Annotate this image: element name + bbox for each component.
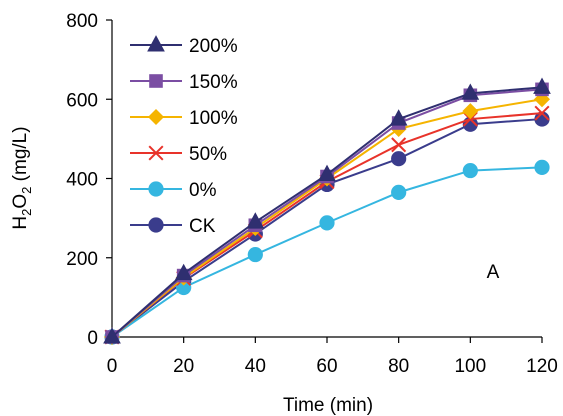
x-tick-label: 120 xyxy=(526,356,558,377)
legend-label: 200% xyxy=(189,36,238,57)
data-point xyxy=(148,181,164,197)
y-axis-title-sub1: 2 xyxy=(19,209,34,216)
y-tick-label: 600 xyxy=(66,90,98,111)
legend: 200% 150% 100% 50% 0% CK xyxy=(130,35,238,237)
x-tick-label: 60 xyxy=(316,356,337,377)
data-point xyxy=(246,212,265,229)
data-point-stroke xyxy=(391,137,407,153)
y-axis-title-unit: (mg/L) xyxy=(10,126,31,186)
x-tick-label: 20 xyxy=(173,356,194,377)
data-point xyxy=(148,217,164,233)
data-point xyxy=(534,159,550,176)
data-point xyxy=(391,137,407,153)
series-150-pct xyxy=(105,82,549,344)
data-point xyxy=(103,327,121,344)
y-axis-title-base: H xyxy=(10,216,31,230)
legend-label: 0% xyxy=(189,180,217,201)
data-point xyxy=(462,162,478,179)
series-line xyxy=(111,166,543,338)
data-point xyxy=(319,215,335,231)
data-point xyxy=(148,145,164,161)
y-axis-title: H2O2 (mg/L) xyxy=(10,126,34,229)
x-axis-title: Time (min) xyxy=(283,395,373,416)
x-tick-label: 100 xyxy=(454,356,486,377)
data-point xyxy=(461,83,480,100)
data-point xyxy=(391,184,407,200)
x-tick-label: 80 xyxy=(388,356,409,377)
legend-item: 50% xyxy=(130,144,227,165)
series-200-pct xyxy=(103,77,551,344)
data-point-stroke xyxy=(534,105,550,121)
data-point xyxy=(533,77,551,94)
legend-label: 50% xyxy=(189,144,227,165)
x-tick-label: 0 xyxy=(107,356,118,377)
y-tick-label: 200 xyxy=(66,249,98,270)
legend-label: 100% xyxy=(189,108,238,129)
legend-item: 0% xyxy=(130,180,217,201)
data-point xyxy=(462,103,479,120)
data-point xyxy=(389,109,408,126)
y-tick-label: 0 xyxy=(87,328,98,349)
legend-item: 200% xyxy=(130,35,238,57)
axes: 0 200 400 600 800 0 20 40 60 80 100 120 xyxy=(66,11,558,377)
legend-item: CK xyxy=(130,216,216,237)
x-tick-label: 40 xyxy=(245,356,266,377)
legend-item: 150% xyxy=(130,72,238,93)
panel-label: A xyxy=(487,262,500,283)
data-point xyxy=(318,164,336,182)
data-point xyxy=(247,246,263,263)
y-axis-title-sub2: 2 xyxy=(19,187,34,194)
data-point xyxy=(148,109,164,125)
y-tick-label: 800 xyxy=(66,11,98,32)
data-point xyxy=(149,74,163,88)
data-point xyxy=(534,111,550,127)
data-point xyxy=(176,279,192,296)
y-axis-title-mid: O xyxy=(10,194,31,209)
data-point xyxy=(147,35,165,52)
legend-label: CK xyxy=(189,216,216,237)
data-point xyxy=(534,105,550,121)
data-point xyxy=(391,151,407,167)
data-point-stroke xyxy=(148,145,164,161)
legend-label: 150% xyxy=(189,72,238,93)
series-layer xyxy=(103,77,551,345)
legend-item: 100% xyxy=(130,108,238,129)
data-point xyxy=(174,263,193,281)
y-tick-label: 400 xyxy=(66,170,98,191)
